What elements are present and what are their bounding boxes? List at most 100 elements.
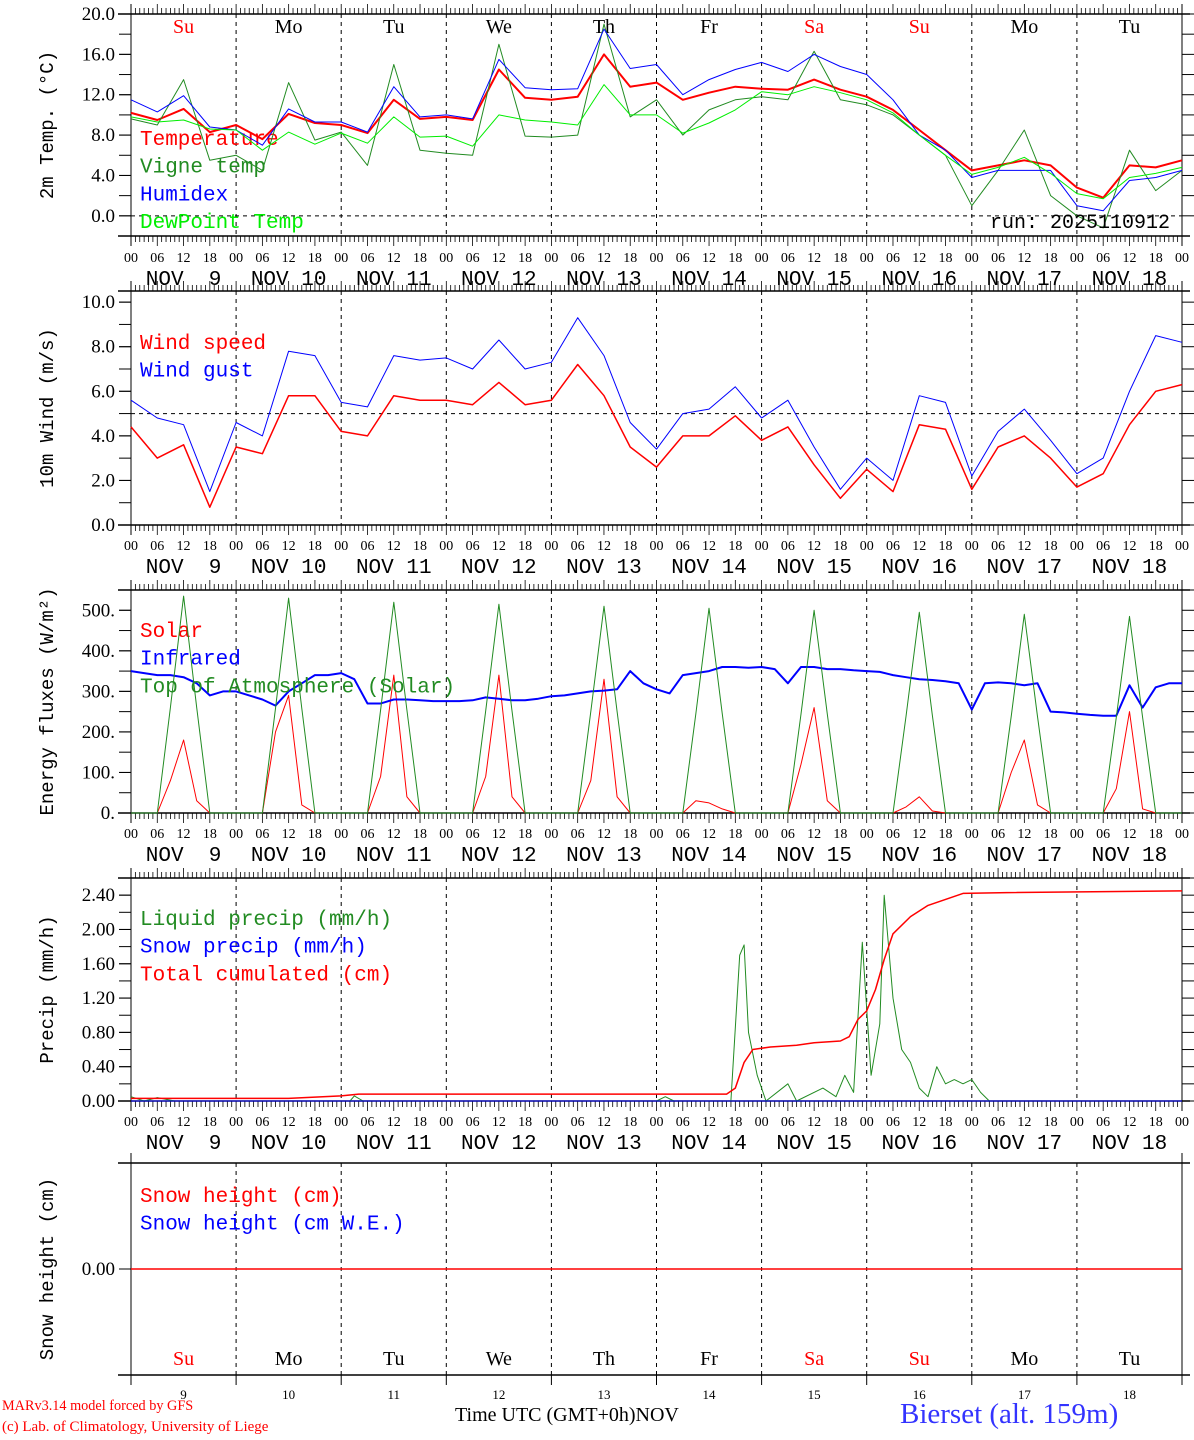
x-hour-label: 06	[676, 539, 690, 554]
x-date-label: NOV 13	[566, 269, 642, 292]
x-hour-label: 00	[544, 539, 558, 554]
x-date-label: NOV 14	[671, 557, 747, 580]
x-date-label: NOV 14	[671, 845, 747, 868]
x-hour-label: 00	[334, 827, 348, 842]
x-hour-label: 12	[1017, 251, 1031, 266]
x-hour-label: 00	[439, 827, 453, 842]
panel-3: 2.40 2.00 1.60 1.20 0.80 0.40 0.00 Precip (mm/h…	[37, 868, 1194, 1156]
weekday-label: Fr	[700, 16, 718, 38]
x-hour-label: 18	[308, 827, 322, 842]
weekday-label: Su	[173, 16, 194, 38]
footer-credit: (c) Lab. of Climatology, University of L…	[2, 1419, 269, 1435]
legend-temperature: Temperature	[140, 129, 279, 152]
series-line-vigne-temp	[130, 23, 1183, 229]
x-hour-label: 12	[282, 1115, 296, 1130]
weekday-label: Mo	[1010, 16, 1038, 38]
x-hour-label: 18	[413, 539, 427, 554]
x-hour-label: 00	[965, 251, 979, 266]
x-date-label: NOV 10	[251, 845, 327, 868]
x-hour-label: 00	[439, 1115, 453, 1130]
x-hour-label: 18	[939, 251, 953, 266]
y-axis-label: Precip (mm/h)	[37, 915, 59, 1063]
x-hour-label: 18	[1149, 539, 1163, 554]
legend-humidex: Humidex	[140, 184, 228, 207]
x-hour-label: 12	[177, 539, 191, 554]
x-date-label: NOV 12	[461, 557, 537, 580]
weekday-label: Su	[909, 1348, 930, 1370]
x-hour-label: 18	[623, 539, 637, 554]
x-hour-label: 00	[755, 1115, 769, 1130]
y-tick-label: 8.0	[91, 125, 115, 146]
day-number-label: 10	[282, 1387, 295, 1402]
x-hour-label: 06	[781, 251, 795, 266]
x-hour-label: 18	[939, 1115, 953, 1130]
x-hour-label: 00	[1070, 251, 1084, 266]
x-hour-label: 12	[807, 539, 821, 554]
x-hour-label: 06	[150, 251, 164, 266]
y-tick-label: 1.60	[82, 954, 115, 975]
x-date-label: NOV 17	[987, 269, 1063, 292]
legend-wind-gust: Wind gust	[140, 361, 253, 384]
x-axis-month: NOV	[635, 1404, 679, 1426]
y-tick-label: 16.0	[82, 44, 115, 65]
x-hour-label: 12	[597, 251, 611, 266]
day-number-label: 12	[492, 1387, 505, 1402]
day-number-label: 14	[703, 1387, 717, 1402]
x-hour-label: 06	[886, 251, 900, 266]
x-hour-label: 00	[229, 539, 243, 554]
x-hour-label: 00	[544, 251, 558, 266]
series-line-dewpoint-temp	[130, 84, 1183, 200]
weekday-label: Mo	[275, 16, 303, 38]
x-hour-label: 18	[833, 1115, 847, 1130]
x-hour-label: 06	[360, 539, 374, 554]
run-annotation: run: 2025110912	[990, 212, 1170, 235]
y-tick-label: 2.40	[82, 885, 115, 906]
x-date-label: NOV 14	[671, 1133, 747, 1156]
x-hour-label: 00	[965, 539, 979, 554]
x-hour-label: 12	[492, 827, 506, 842]
x-hour-label: 18	[833, 539, 847, 554]
x-hour-label: 06	[360, 1115, 374, 1130]
x-hour-label: 18	[939, 827, 953, 842]
y-tick-label: 4.0	[91, 426, 115, 447]
x-date-label: NOV 17	[987, 845, 1063, 868]
x-date-label: NOV 18	[1092, 845, 1168, 868]
x-hour-label: 12	[177, 827, 191, 842]
weekday-label: Sa	[804, 16, 824, 38]
x-hour-label: 06	[1096, 1115, 1110, 1130]
x-hour-label: 06	[676, 827, 690, 842]
x-hour-label: 18	[518, 539, 532, 554]
x-hour-label: 06	[991, 827, 1005, 842]
x-hour-label: 12	[807, 827, 821, 842]
x-hour-label: 18	[1044, 1115, 1058, 1130]
x-hour-label: 12	[1122, 827, 1136, 842]
x-hour-label: 18	[308, 251, 322, 266]
x-hour-label: 00	[439, 539, 453, 554]
x-date-label: NOV 11	[356, 845, 432, 868]
x-hour-label: 06	[360, 827, 374, 842]
x-date-label: NOV 9	[146, 1133, 222, 1156]
x-hour-label: 12	[492, 539, 506, 554]
legend-total-cumulated-cm: Total cumulated (cm)	[140, 964, 392, 987]
x-date-label: NOV 12	[461, 845, 537, 868]
x-date-label: NOV 18	[1092, 1133, 1168, 1156]
x-hour-label: 06	[781, 539, 795, 554]
x-hour-label: 18	[623, 1115, 637, 1130]
y-axis-label: 2m Temp. (°C)	[37, 51, 59, 199]
x-axis-title: Time UTC (GMT+0h)NOV	[455, 1404, 679, 1427]
x-hour-label: 18	[413, 827, 427, 842]
x-date-label: NOV 16	[881, 1133, 957, 1156]
x-hour-label: 12	[912, 251, 926, 266]
y-tick-label: 0.80	[82, 1022, 115, 1043]
y-tick-label: 0.	[101, 803, 115, 824]
x-date-label: NOV 9	[146, 557, 222, 580]
x-hour-label: 00	[1070, 827, 1084, 842]
x-hour-label: 18	[1044, 539, 1058, 554]
x-hour-label: 18	[203, 539, 217, 554]
y-tick-label: 0.00	[82, 1259, 115, 1280]
x-hour-label: 06	[676, 251, 690, 266]
x-hour-label: 18	[939, 539, 953, 554]
x-date-label: NOV 13	[566, 1133, 642, 1156]
legend-snow-height-cm-w-e: Snow height (cm W.E.)	[140, 1214, 405, 1237]
